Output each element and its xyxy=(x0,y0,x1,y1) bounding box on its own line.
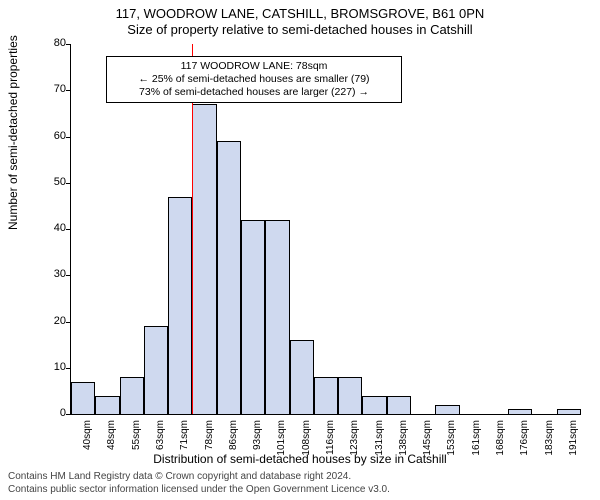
y-tick-label: 40 xyxy=(36,222,66,234)
annotation-line-1: 117 WOODROW LANE: 78sqm xyxy=(113,60,395,73)
histogram-bar xyxy=(241,220,265,414)
y-tick-label: 60 xyxy=(36,130,66,142)
histogram-bar xyxy=(217,141,241,414)
footer-attribution: Contains HM Land Registry data © Crown c… xyxy=(8,471,390,496)
y-tick-mark xyxy=(66,229,70,230)
y-tick-mark xyxy=(66,90,70,91)
x-axis-label: Distribution of semi-detached houses by … xyxy=(0,452,600,466)
histogram-bar xyxy=(192,104,216,414)
annotation-box: 117 WOODROW LANE: 78sqm ← 25% of semi-de… xyxy=(106,56,402,103)
histogram-bar xyxy=(290,340,314,414)
y-tick-mark xyxy=(66,368,70,369)
footer-line-1: Contains HM Land Registry data © Crown c… xyxy=(8,471,390,484)
chart-title-main: 117, WOODROW LANE, CATSHILL, BROMSGROVE,… xyxy=(0,6,600,21)
histogram-bar xyxy=(265,220,289,414)
y-tick-label: 70 xyxy=(36,83,66,95)
histogram-bar xyxy=(508,409,532,414)
histogram-bar xyxy=(314,377,338,414)
histogram-bar xyxy=(120,377,144,414)
histogram-bar xyxy=(362,396,386,415)
y-tick-mark xyxy=(66,414,70,415)
annotation-line-2: ← 25% of semi-detached houses are smalle… xyxy=(113,73,395,86)
y-tick-label: 20 xyxy=(36,315,66,327)
histogram-bar xyxy=(144,326,168,414)
annotation-line-3: 73% of semi-detached houses are larger (… xyxy=(113,86,395,99)
y-tick-label: 0 xyxy=(36,407,66,419)
y-tick-label: 50 xyxy=(36,176,66,188)
y-tick-label: 30 xyxy=(36,268,66,280)
footer-line-2: Contains public sector information licen… xyxy=(8,484,390,497)
histogram-bar xyxy=(557,409,581,414)
y-tick-mark xyxy=(66,275,70,276)
histogram-bar xyxy=(71,382,95,414)
y-tick-mark xyxy=(66,137,70,138)
y-tick-mark xyxy=(66,44,70,45)
histogram-bar xyxy=(168,197,192,414)
histogram-bar xyxy=(387,396,411,415)
histogram-bar xyxy=(435,405,459,414)
chart-title-sub: Size of property relative to semi-detach… xyxy=(0,22,600,37)
y-tick-mark xyxy=(66,183,70,184)
histogram-bar xyxy=(95,396,119,415)
y-axis-label: Number of semi-detached properties xyxy=(6,35,20,230)
y-tick-mark xyxy=(66,322,70,323)
histogram-bar xyxy=(338,377,362,414)
y-tick-label: 10 xyxy=(36,361,66,373)
chart-container: 117, WOODROW LANE, CATSHILL, BROMSGROVE,… xyxy=(0,0,600,500)
y-tick-label: 80 xyxy=(36,37,66,49)
